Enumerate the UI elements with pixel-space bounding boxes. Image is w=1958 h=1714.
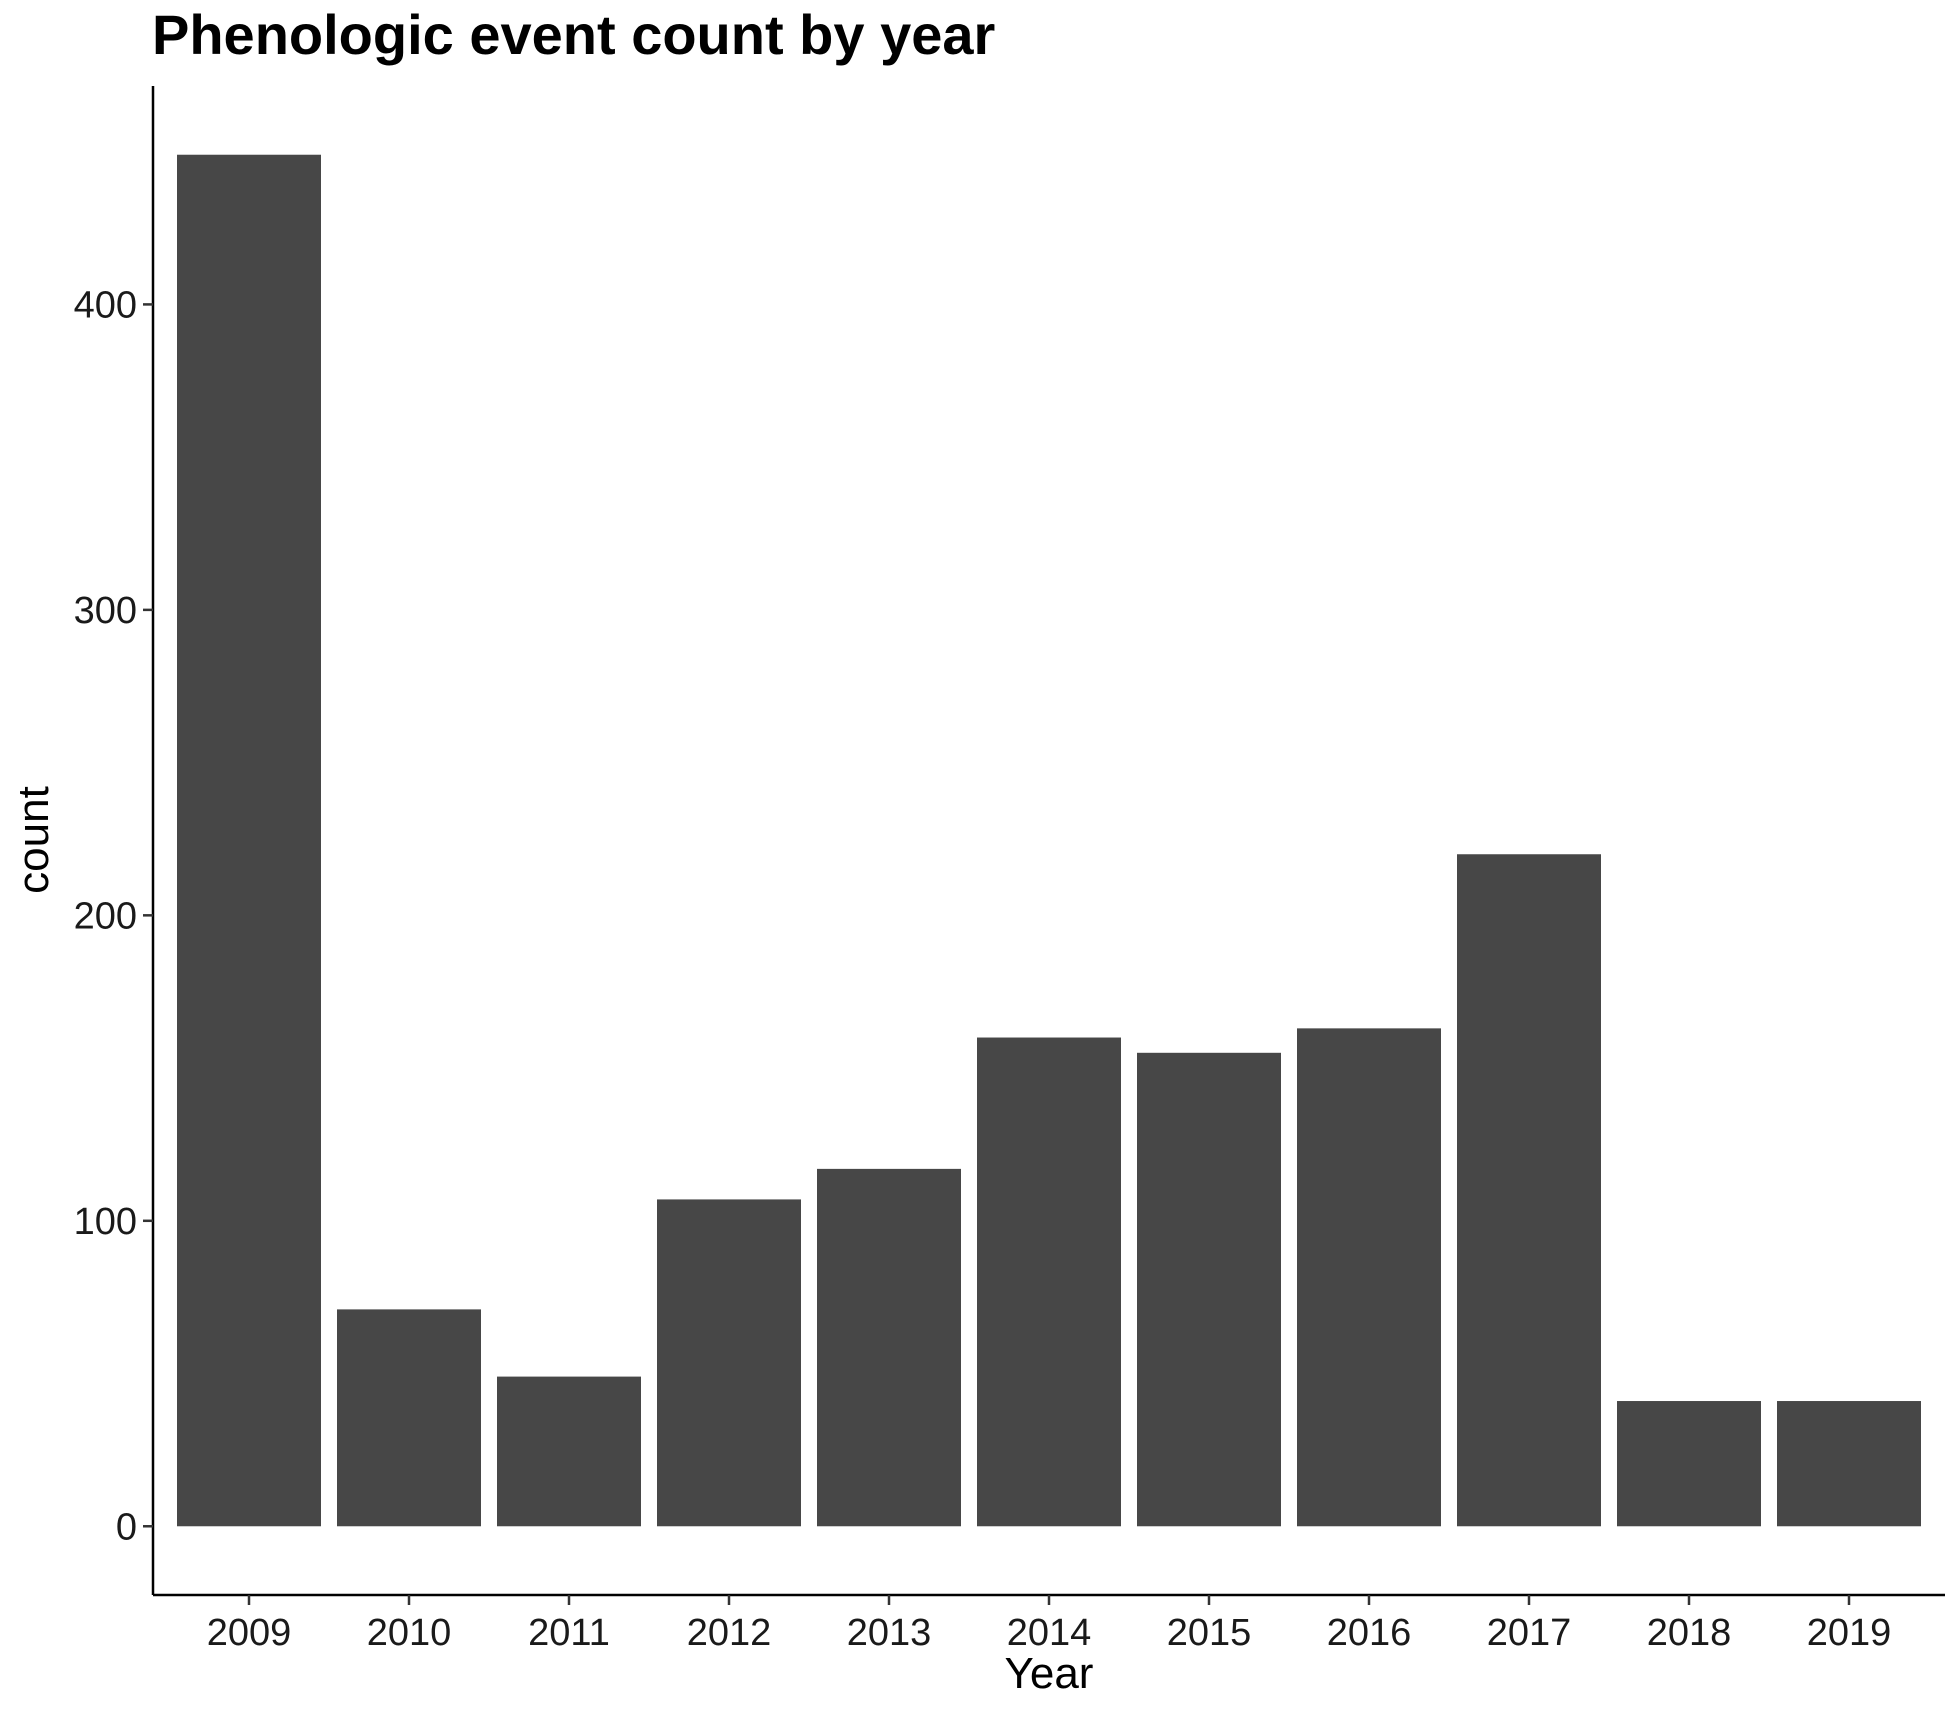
x-tick-label-2017: 2017 <box>1487 1612 1572 1654</box>
chart-title: Phenologic event count by year <box>152 3 995 66</box>
y-axis-title: count <box>9 786 58 894</box>
bar-2015 <box>1137 1052 1281 1527</box>
bar-2016 <box>1297 1028 1441 1527</box>
y-tick-label-300: 300 <box>74 590 137 632</box>
bars <box>177 154 1921 1527</box>
bar-2014 <box>977 1037 1121 1527</box>
y-ticks: 0 100 200 300 400 <box>74 284 153 1548</box>
x-tick-label-2018: 2018 <box>1647 1612 1732 1654</box>
x-tick-label-2014: 2014 <box>1007 1612 1092 1654</box>
bar-2012 <box>657 1199 801 1527</box>
y-tick-label-200: 200 <box>74 895 137 937</box>
bar-2018 <box>1617 1401 1761 1527</box>
x-axis-title: Year <box>1005 1649 1094 1698</box>
x-ticks: 2009 2010 2011 2012 2013 2014 2015 2016 2017 2018… <box>207 1595 1892 1654</box>
y-tick-label-100: 100 <box>74 1201 137 1243</box>
x-tick-label-2010: 2010 <box>367 1612 452 1654</box>
x-tick-label-2011: 2011 <box>528 1612 610 1654</box>
bar-2011 <box>497 1376 641 1527</box>
x-tick-label-2019: 2019 <box>1807 1612 1892 1654</box>
bar-2017 <box>1457 854 1601 1527</box>
bar-2010 <box>337 1309 481 1527</box>
x-tick-label-2015: 2015 <box>1167 1612 1252 1654</box>
x-tick-label-2016: 2016 <box>1327 1612 1412 1654</box>
x-tick-label-2009: 2009 <box>207 1612 292 1654</box>
bar-2019 <box>1777 1401 1921 1527</box>
x-tick-label-2013: 2013 <box>847 1612 932 1654</box>
y-tick-label-400: 400 <box>74 284 137 326</box>
x-tick-label-2012: 2012 <box>687 1612 772 1654</box>
bar-2013 <box>817 1168 961 1527</box>
bar-2009 <box>177 154 321 1527</box>
y-tick-label-0: 0 <box>116 1506 137 1548</box>
